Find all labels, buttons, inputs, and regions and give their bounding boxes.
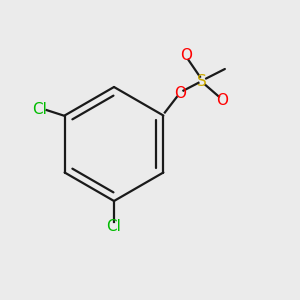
Text: O: O xyxy=(216,93,228,108)
Text: Cl: Cl xyxy=(32,102,46,117)
Text: O: O xyxy=(180,48,192,63)
Text: O: O xyxy=(174,85,186,100)
Text: Cl: Cl xyxy=(106,219,122,234)
Text: S: S xyxy=(197,74,207,88)
